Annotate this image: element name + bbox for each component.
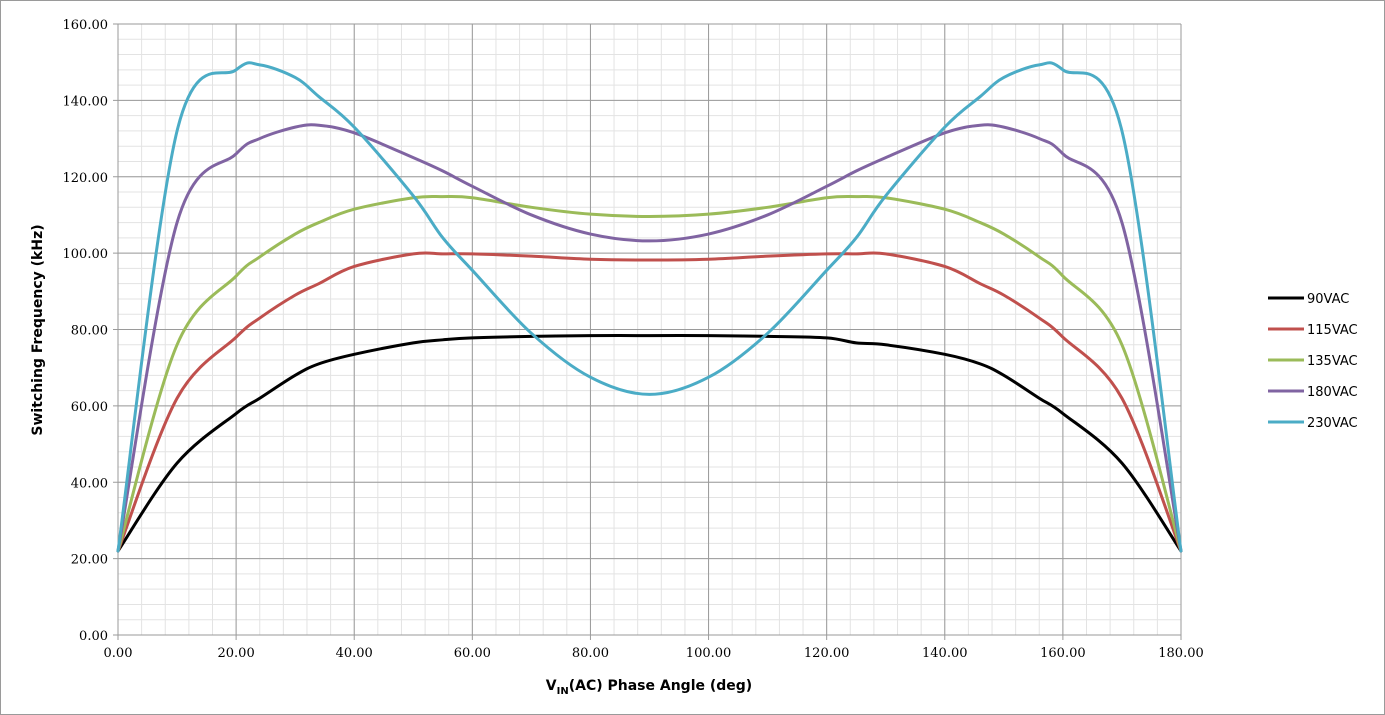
- x-tick-label: 140.00: [922, 646, 968, 661]
- series-line-90VAC: [116, 334, 1183, 553]
- legend-label-230VAC: 230VAC: [1307, 416, 1358, 431]
- gridlines: [113, 23, 1182, 640]
- legend-label-90VAC: 90VAC: [1307, 292, 1349, 307]
- y-tick-label: 0.00: [79, 629, 108, 644]
- y-tick-label: 160.00: [63, 18, 109, 33]
- x-tick-label: 0.00: [104, 646, 133, 661]
- series-line-180VAC: [116, 123, 1183, 553]
- x-axis-title: VIN(AC) Phase Angle (deg): [546, 678, 752, 697]
- x-tick-label: 160.00: [1040, 646, 1086, 661]
- y-tick-label: 20.00: [71, 553, 108, 568]
- x-tick-label: 120.00: [804, 646, 850, 661]
- y-axis-title: Switching Frequency (kHz): [30, 224, 46, 435]
- x-axis-title-main: V: [546, 678, 557, 694]
- legend-label-135VAC: 135VAC: [1307, 354, 1358, 369]
- x-tick-label: 40.00: [336, 646, 373, 661]
- y-tick-label: 60.00: [71, 400, 108, 415]
- y-tick-label: 80.00: [71, 324, 108, 339]
- x-axis-title-subscript: IN: [557, 686, 569, 697]
- y-tick-label: 140.00: [63, 94, 109, 109]
- series-lines: [116, 61, 1183, 553]
- legend-label-180VAC: 180VAC: [1307, 385, 1358, 400]
- x-tick-label: 60.00: [454, 646, 491, 661]
- series-line-230VAC: [116, 61, 1183, 553]
- y-tick-label: 40.00: [71, 476, 108, 491]
- x-tick-label: 20.00: [218, 646, 255, 661]
- y-tick-label: 100.00: [63, 247, 109, 262]
- legend: 90VAC 115VAC 135VAC 180VAC 230VAC: [1268, 292, 1358, 431]
- x-tick-label: 80.00: [572, 646, 609, 661]
- series-line-115VAC: [116, 251, 1183, 553]
- tick-labels: 0.00 20.00 40.00 60.00 80.00 100.00 120.00 140.…: [63, 18, 1204, 661]
- series-line-135VAC: [116, 194, 1183, 553]
- legend-label-115VAC: 115VAC: [1307, 323, 1358, 338]
- x-axis-title-rest: (AC) Phase Angle (deg): [569, 678, 752, 694]
- x-tick-label: 180.00: [1158, 646, 1204, 661]
- y-tick-label: 120.00: [63, 171, 109, 186]
- x-tick-label: 100.00: [686, 646, 732, 661]
